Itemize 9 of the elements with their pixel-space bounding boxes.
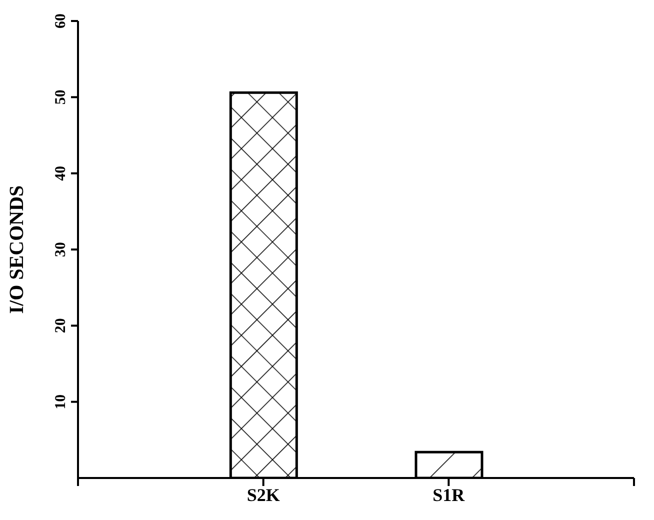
y-tick-label: 60: [53, 14, 69, 28]
y-tick-label: 30: [53, 242, 69, 257]
x-tick-label: S2K: [246, 484, 280, 505]
y-tick-label: 10: [53, 394, 69, 410]
x-tick-label: S1R: [432, 484, 466, 505]
y-tick-label: 40: [53, 166, 69, 181]
y-axis-title: I/O SECONDS: [6, 185, 28, 314]
y-tick-label: 20: [53, 318, 69, 334]
y-tick-label: 50: [53, 90, 69, 105]
